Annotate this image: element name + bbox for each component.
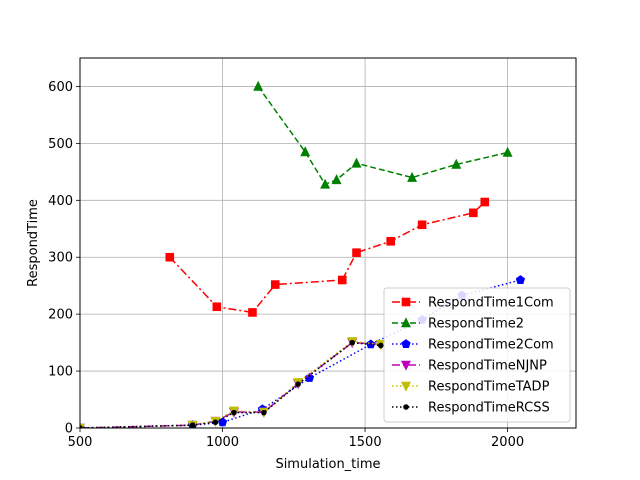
x-tick-label: 1000 <box>206 435 239 450</box>
legend-item: RespondTimeRCSS <box>392 401 550 416</box>
y-tick-label: 400 <box>48 194 73 209</box>
legend-item: RespondTimeTADP <box>392 380 550 395</box>
data-point <box>366 339 376 349</box>
data-point <box>320 178 331 189</box>
data-point <box>377 342 384 349</box>
plot-area <box>80 80 526 428</box>
x-tick-label: 500 <box>68 435 93 450</box>
series-line <box>80 341 381 428</box>
y-tick-label: 300 <box>48 251 73 266</box>
legend-item: RespondTime2Com <box>392 338 554 353</box>
data-point <box>300 146 311 157</box>
data-point <box>502 146 513 157</box>
legend-item: RespondTime2 <box>392 317 524 332</box>
y-tick-label: 100 <box>48 365 73 380</box>
legend-item: RespondTimeNJNP <box>392 359 547 374</box>
data-point <box>337 275 347 285</box>
data-point <box>248 308 257 317</box>
legend-marker <box>401 297 411 307</box>
legend-label: RespondTimeTADP <box>428 380 550 395</box>
data-point <box>386 236 396 246</box>
legend-label: RespondTime2Com <box>428 338 554 353</box>
x-axis-label: Simulation_time <box>275 457 380 472</box>
data-point <box>231 409 237 416</box>
y-tick-label: 600 <box>48 80 73 95</box>
data-point <box>304 373 315 382</box>
data-point <box>352 248 361 257</box>
legend-marker <box>401 360 411 371</box>
data-point <box>469 208 478 218</box>
grid <box>79 58 576 429</box>
legend-label: RespondTimeNJNP <box>428 359 547 374</box>
legend[interactable]: RespondTime1Com RespondTime2 RespondTime2C… <box>383 287 571 423</box>
data-point <box>451 158 462 169</box>
data-point <box>331 174 342 185</box>
y-tick-label: 200 <box>48 308 73 323</box>
data-point <box>407 171 418 182</box>
data-point <box>80 425 83 428</box>
y-axis-label: RespondTime <box>26 199 41 287</box>
data-point <box>295 381 301 387</box>
legend-marker <box>401 339 411 348</box>
data-point <box>480 197 490 207</box>
series-RespondTime1Com <box>165 197 490 317</box>
y-tick-label: 0 <box>65 422 73 437</box>
data-point <box>349 339 356 346</box>
legend-marker <box>403 404 409 410</box>
legend-label: RespondTimeRCSS <box>428 401 550 416</box>
data-point <box>351 157 362 168</box>
data-point <box>270 280 280 289</box>
data-point <box>261 409 267 416</box>
data-point <box>189 422 196 428</box>
data-point <box>212 302 222 312</box>
series-line <box>257 86 508 186</box>
x-tick-label: 2000 <box>491 435 524 450</box>
legend-label: RespondTime1Com <box>428 296 554 311</box>
legend-item: RespondTime1Com <box>392 296 554 311</box>
y-tick-label: 500 <box>48 137 73 152</box>
x-tick-label: 1500 <box>349 435 382 450</box>
ticks: 500 1000 1500 2000 0 100 200 300 400 500 600 <box>48 80 524 450</box>
axes-frame <box>79 57 577 429</box>
data-point <box>253 80 264 91</box>
legend-marker <box>401 381 411 392</box>
series-RespondTime2 <box>253 80 513 189</box>
series-line <box>169 201 486 314</box>
data-point <box>515 275 526 284</box>
data-point <box>417 220 427 230</box>
legend-label: RespondTime2 <box>428 317 524 332</box>
series-RespondTimeRCSS <box>80 339 384 428</box>
data-point <box>165 252 175 262</box>
legend-marker <box>401 317 411 328</box>
legend-box <box>383 287 571 423</box>
data-point <box>212 419 219 426</box>
